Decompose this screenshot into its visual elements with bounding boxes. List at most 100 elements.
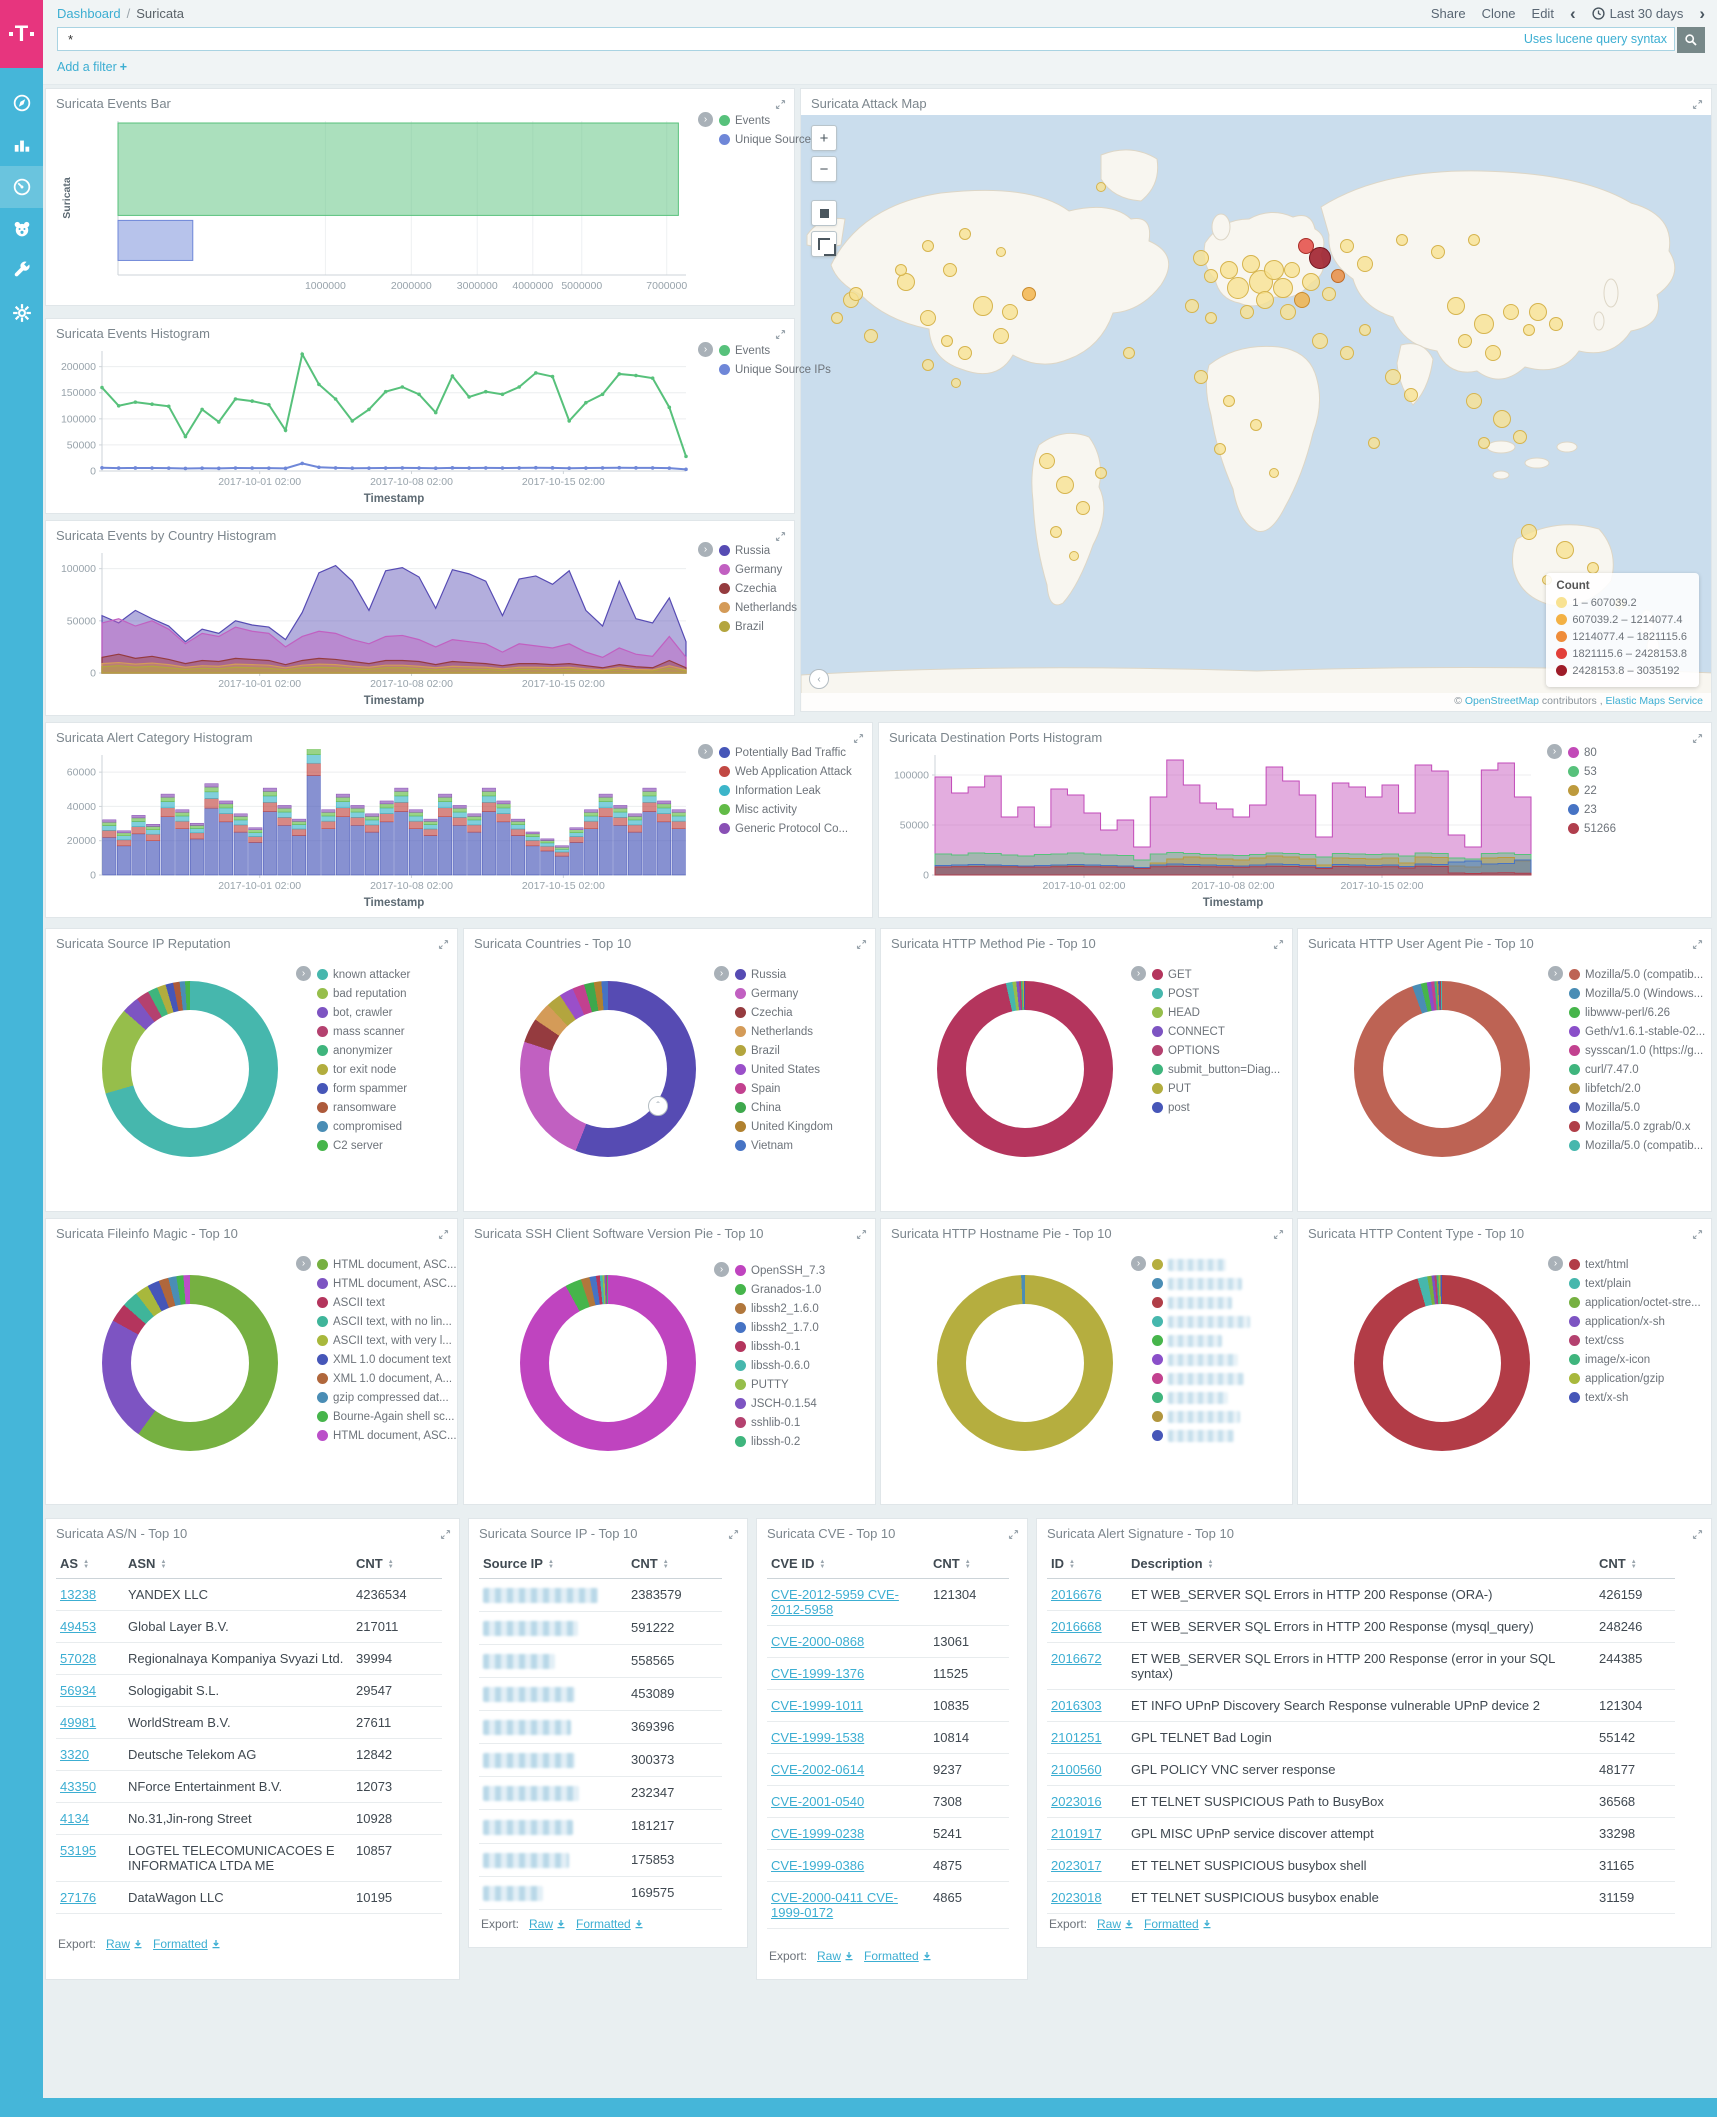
dest-ports-chart[interactable]: 0 50000 100000 2017-10-01 02:00 2017-10-08 0… [887, 749, 1539, 914]
table-link[interactable]: 2016676 [1051, 1587, 1102, 1602]
attack-bubble[interactable] [1279, 303, 1296, 320]
legend-item[interactable] [1152, 1331, 1250, 1350]
legend-item[interactable]: text/html [1569, 1255, 1701, 1274]
table-link[interactable]: 57028 [60, 1651, 97, 1666]
legend-item[interactable]: 1214077.4 – 1821115.6 [1556, 628, 1687, 645]
expand-icon[interactable] [1692, 938, 1703, 953]
legend-item[interactable] [1152, 1255, 1250, 1274]
http-hostname-donut[interactable] [937, 1275, 1113, 1451]
export-raw-link[interactable]: Raw [1097, 1917, 1134, 1931]
export-raw-link[interactable]: Raw [529, 1917, 566, 1931]
attack-bubble[interactable] [1194, 370, 1209, 385]
expand-icon[interactable] [1273, 938, 1284, 953]
table-link[interactable]: 2100560 [1051, 1762, 1102, 1777]
table-link[interactable]: CVE-2002-0614 [771, 1762, 865, 1777]
table-link[interactable]: CVE-1999-1538 [771, 1730, 865, 1745]
expand-icon[interactable] [1692, 98, 1703, 113]
attack-bubble[interactable] [957, 346, 972, 361]
expand-icon[interactable] [853, 732, 864, 747]
legend-item[interactable] [1152, 1369, 1250, 1388]
attack-bubble[interactable] [1340, 239, 1354, 254]
legend-item[interactable]: China [735, 1098, 833, 1117]
expand-icon[interactable] [1692, 732, 1703, 747]
legend-item[interactable]: Mozilla/5.0 (compatib... [1569, 1136, 1705, 1155]
legend-item[interactable]: Netherlands [719, 598, 797, 617]
attack-bubble[interactable] [922, 240, 935, 253]
legend-item[interactable]: Mozilla/5.0 (Windows... [1569, 984, 1705, 1003]
attack-bubble[interactable] [1049, 526, 1062, 539]
table-link[interactable]: 13238 [60, 1587, 97, 1602]
legend-item[interactable]: libfetch/2.0 [1569, 1079, 1705, 1098]
legend-item[interactable]: bad reputation [317, 984, 410, 1003]
legend-item[interactable]: Events [719, 111, 831, 130]
legend-item[interactable] [1152, 1293, 1250, 1312]
legend-toggle-icon[interactable]: › [698, 542, 713, 557]
legend-item[interactable]: Granados-1.0 [735, 1280, 825, 1299]
breadcrumb-dashboard-link[interactable]: Dashboard [57, 6, 121, 21]
table-link[interactable]: 53195 [60, 1843, 97, 1858]
sidebar-item-devtools[interactable] [0, 250, 43, 292]
http-method-donut[interactable] [937, 981, 1113, 1157]
legend-item[interactable]: GET [1152, 965, 1280, 984]
legend-item[interactable]: sshlib-0.1 [735, 1413, 825, 1432]
legend-item[interactable]: Netherlands [735, 1022, 833, 1041]
attack-bubble[interactable] [1384, 369, 1401, 386]
expand-icon[interactable] [775, 98, 786, 113]
legend-item[interactable]: 22 [1568, 781, 1616, 800]
column-header[interactable]: CNT ▲ ▼ [352, 1549, 442, 1579]
attack-bubble[interactable] [1203, 268, 1218, 283]
attack-bubble[interactable] [848, 286, 863, 301]
expand-icon[interactable] [438, 938, 449, 953]
legend-item[interactable]: ransomware [317, 1098, 410, 1117]
attack-bubble[interactable] [1330, 268, 1345, 283]
column-header[interactable]: CNT ▲ ▼ [929, 1549, 1009, 1579]
legend-item[interactable]: 607039.2 – 1214077.4 [1556, 611, 1687, 628]
legend-item[interactable]: Russia [719, 541, 797, 560]
attack-bubble[interactable] [1021, 286, 1036, 301]
legend-item[interactable]: Germany [719, 560, 797, 579]
attack-bubble[interactable] [920, 309, 937, 326]
attack-bubble[interactable] [1521, 524, 1537, 541]
legend-item[interactable]: Events [719, 341, 831, 360]
search-input[interactable] [57, 27, 1675, 51]
attack-bubble[interactable] [895, 263, 908, 276]
legend-item[interactable]: 23 [1568, 800, 1616, 819]
legend-item[interactable]: JSCH-0.1.54 [735, 1394, 825, 1413]
attack-bubble[interactable] [1431, 245, 1445, 260]
sidebar-item-management[interactable] [0, 292, 43, 334]
table-link[interactable]: 43350 [60, 1779, 97, 1794]
expand-icon[interactable] [440, 1528, 451, 1543]
legend-item[interactable]: Mozilla/5.0 [1569, 1098, 1705, 1117]
legend-item[interactable]: United States [735, 1060, 833, 1079]
legend-item[interactable]: Vietnam [735, 1136, 833, 1155]
legend-item[interactable]: 1 – 607039.2 [1556, 594, 1687, 611]
attack-bubble[interactable] [1477, 436, 1490, 449]
osm-link[interactable]: OpenStreetMap [1464, 695, 1540, 707]
legend-item[interactable]: C2 server [317, 1136, 410, 1155]
sidebar-item-dashboard[interactable] [0, 166, 43, 208]
attack-bubble[interactable] [1069, 551, 1079, 562]
legend-item[interactable]: sysscan/1.0 (https://g... [1569, 1041, 1705, 1060]
telekom-logo[interactable]: T [0, 0, 43, 68]
legend-item[interactable] [1152, 1312, 1250, 1331]
attack-bubble[interactable] [1512, 429, 1527, 444]
table-link[interactable]: 3320 [60, 1747, 89, 1762]
column-header[interactable]: ID ▲ ▼ [1047, 1549, 1127, 1579]
search-button[interactable] [1677, 27, 1705, 53]
legend-item[interactable]: Bourne-Again shell sc... [317, 1407, 457, 1426]
attack-bubble[interactable] [1492, 409, 1511, 428]
attack-bubble[interactable] [1250, 418, 1262, 431]
attack-bubble[interactable] [996, 247, 1007, 258]
legend-item[interactable]: 1821115.6 – 2428153.8 [1556, 645, 1687, 662]
table-link[interactable]: 2016668 [1051, 1619, 1102, 1634]
panel-spy-toggle[interactable]: ˆ [648, 1096, 668, 1116]
attack-bubble[interactable] [1484, 345, 1501, 362]
legend-item[interactable]: 51266 [1568, 819, 1616, 838]
attack-bubble[interactable] [1213, 442, 1226, 455]
legend-item[interactable]: gzip compressed dat... [317, 1388, 457, 1407]
column-header[interactable]: CVE ID ▲ ▼ [767, 1549, 929, 1579]
time-forward-button[interactable]: › [1699, 4, 1705, 23]
sidebar-item-visualize[interactable] [0, 124, 43, 166]
legend-item[interactable]: 53 [1568, 762, 1616, 781]
legend-item[interactable]: application/octet-stre... [1569, 1293, 1701, 1312]
